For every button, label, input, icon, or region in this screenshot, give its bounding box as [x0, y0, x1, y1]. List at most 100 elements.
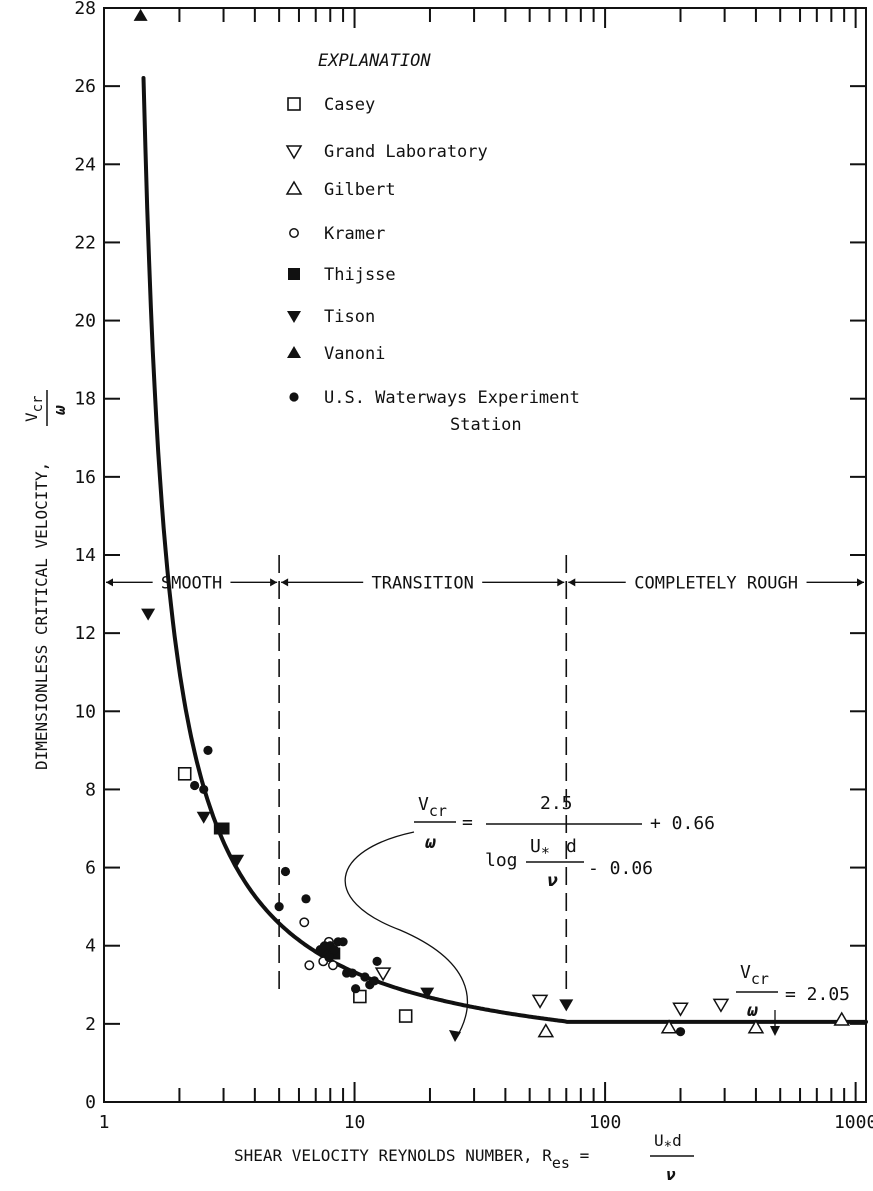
u-s-waterways-experiment-point: [329, 945, 339, 955]
x-axis-label-frac-den: ν: [666, 1165, 676, 1184]
legend-label-u-s-waterways-experiment-line2: Station: [450, 415, 522, 435]
legend-title: EXPLANATION: [318, 51, 431, 71]
y-axis-label-group: DIMENSIONLESS CRITICAL VELOCITY, Vcr ω: [22, 390, 69, 770]
eq-rough-arrowhead: [770, 1026, 780, 1036]
eq-callout-arrowhead: [449, 1030, 461, 1042]
eq-main-den-log: log: [485, 850, 518, 871]
legend-label-gilbert: Gilbert: [324, 180, 396, 200]
equations: Vcr ω = 2.5 + 0.66 log U* dν - 0.06 Vcr ω = 2.05: [344, 793, 850, 1042]
legend-label-casey: Casey: [324, 95, 375, 115]
y-tick-label: 12: [74, 623, 96, 644]
u-s-waterways-experiment-point: [324, 952, 334, 963]
casey-point: [177, 766, 192, 781]
y-axis-label: DIMENSIONLESS CRITICAL VELOCITY,: [32, 462, 51, 770]
kramer-point: [299, 917, 310, 928]
u-s-waterways-experiment-point: [351, 984, 361, 994]
grand-laboratory-point: [712, 998, 730, 1013]
critical-velocity-curve: [141, 76, 868, 1024]
region-arrowhead: [106, 578, 113, 587]
u-s-waterways-experiment-point: [280, 866, 291, 877]
gilbert-point: [660, 1019, 678, 1034]
x-tick-label: 10: [344, 1112, 366, 1133]
y-tick-label: 20: [74, 311, 96, 332]
legend-marker-casey: [287, 97, 301, 111]
u-s-waterways-experiment-point: [199, 784, 209, 795]
eq-main-plus: + 0.66: [650, 813, 715, 834]
gilbert-point: [833, 1011, 851, 1026]
eq-main-den-frac-num: U*: [530, 836, 550, 862]
tison-point: [196, 811, 211, 824]
u-s-waterways-experiment-point: [347, 968, 357, 978]
x-axis-label: SHEAR VELOCITY REYNOLDS NUMBER, Res =: [234, 1146, 589, 1172]
u-s-waterways-experiment-point: [301, 894, 311, 904]
region-arrowhead: [857, 578, 864, 587]
legend-marker-gilbert: [285, 180, 303, 195]
legend-label-kramer: Kramer: [324, 224, 385, 244]
y-tick-label: 28: [74, 0, 96, 19]
region-label: TRANSITION: [372, 573, 474, 593]
legend-label-grand-laboratory: Grand Laboratory: [324, 142, 488, 162]
legend: EXPLANATION Casey Grand Laboratory Gilbert K…: [285, 51, 580, 435]
legend-label-vanoni: Vanoni: [324, 344, 385, 364]
u-s-waterways-experiment-point: [274, 902, 284, 912]
tison-point: [559, 999, 574, 1012]
y-tick-label: 24: [74, 154, 96, 175]
eq-rough-lhs-num: Vcr: [740, 962, 769, 988]
u-s-waterways-experiment-point: [190, 780, 200, 791]
u-s-waterways-experiment-point: [338, 937, 348, 947]
casey-point: [398, 1009, 413, 1023]
region-label: SMOOTH: [161, 573, 222, 593]
legend-marker-vanoni: [287, 346, 301, 358]
legend-marker-grand-laboratory: [285, 145, 303, 160]
eq-rough-lhs-den: ω: [746, 1000, 758, 1021]
y-tick-label: 14: [74, 545, 96, 566]
grand-laboratory-point: [374, 967, 392, 982]
thijsse-point: [217, 822, 230, 835]
gilbert-point: [537, 1023, 555, 1038]
eq-callout-curve: [344, 831, 469, 1041]
region-label: COMPLETELY ROUGH: [634, 573, 798, 593]
y-tick-label: 0: [85, 1092, 96, 1113]
legend-label-tison: Tison: [324, 307, 375, 327]
x-tick-label: 1000: [834, 1112, 873, 1133]
y-axis-label-frac-den: ω: [50, 405, 69, 416]
data-points: [133, 8, 851, 1038]
eq-main-num: 2.5: [540, 793, 573, 814]
eq-main-den-frac-den: ν: [547, 870, 558, 891]
legend-marker-u-s-waterways-experiment: [289, 392, 299, 402]
region-arrowhead: [281, 578, 289, 587]
eq-main-lhs-den: ω: [424, 832, 436, 853]
u-s-waterways-experiment-point: [360, 972, 370, 982]
plot-frame: [103, 7, 867, 1103]
y-tick-label: 4: [85, 936, 96, 957]
kramer-point: [304, 960, 315, 971]
u-s-waterways-experiment-point: [675, 1027, 686, 1037]
u-s-waterways-experiment-point: [369, 976, 379, 986]
y-tick-label: 22: [74, 232, 96, 253]
y-tick-label: 18: [74, 389, 96, 410]
y-tick-label: 8: [85, 779, 96, 800]
grand-laboratory-point: [531, 994, 549, 1009]
region-dividers: SMOOTH TRANSITION COMPLETELY ROUGH: [106, 555, 864, 993]
kramer-point: [327, 960, 338, 971]
eq-main-den-tail: - 0.06: [588, 858, 653, 879]
y-tick-label: 6: [85, 858, 96, 879]
u-s-waterways-experiment-point: [203, 745, 213, 755]
x-tick-label: 100: [589, 1112, 622, 1133]
x-tick-label: 1: [99, 1112, 110, 1133]
y-tick-label: 26: [74, 76, 96, 97]
y-axis-label-frac-num: Vcr: [22, 396, 46, 423]
legend-label-thijsse: Thijsse: [324, 265, 396, 285]
eq-main-equals: =: [462, 812, 473, 833]
eq-rough-rhs: = 2.05: [785, 984, 850, 1005]
legend-marker-thijsse: [288, 268, 300, 280]
legend-label-u-s-waterways-experiment: U.S. Waterways Experiment: [324, 388, 580, 408]
legend-marker-kramer: [289, 228, 299, 238]
grand-laboratory-point: [672, 1002, 689, 1017]
eq-main-den-frac-num-tail: d: [566, 836, 577, 857]
fit-curve: [141, 76, 868, 1024]
x-axis-label-frac-num: U*d: [654, 1131, 682, 1155]
gilbert-point: [747, 1019, 765, 1034]
